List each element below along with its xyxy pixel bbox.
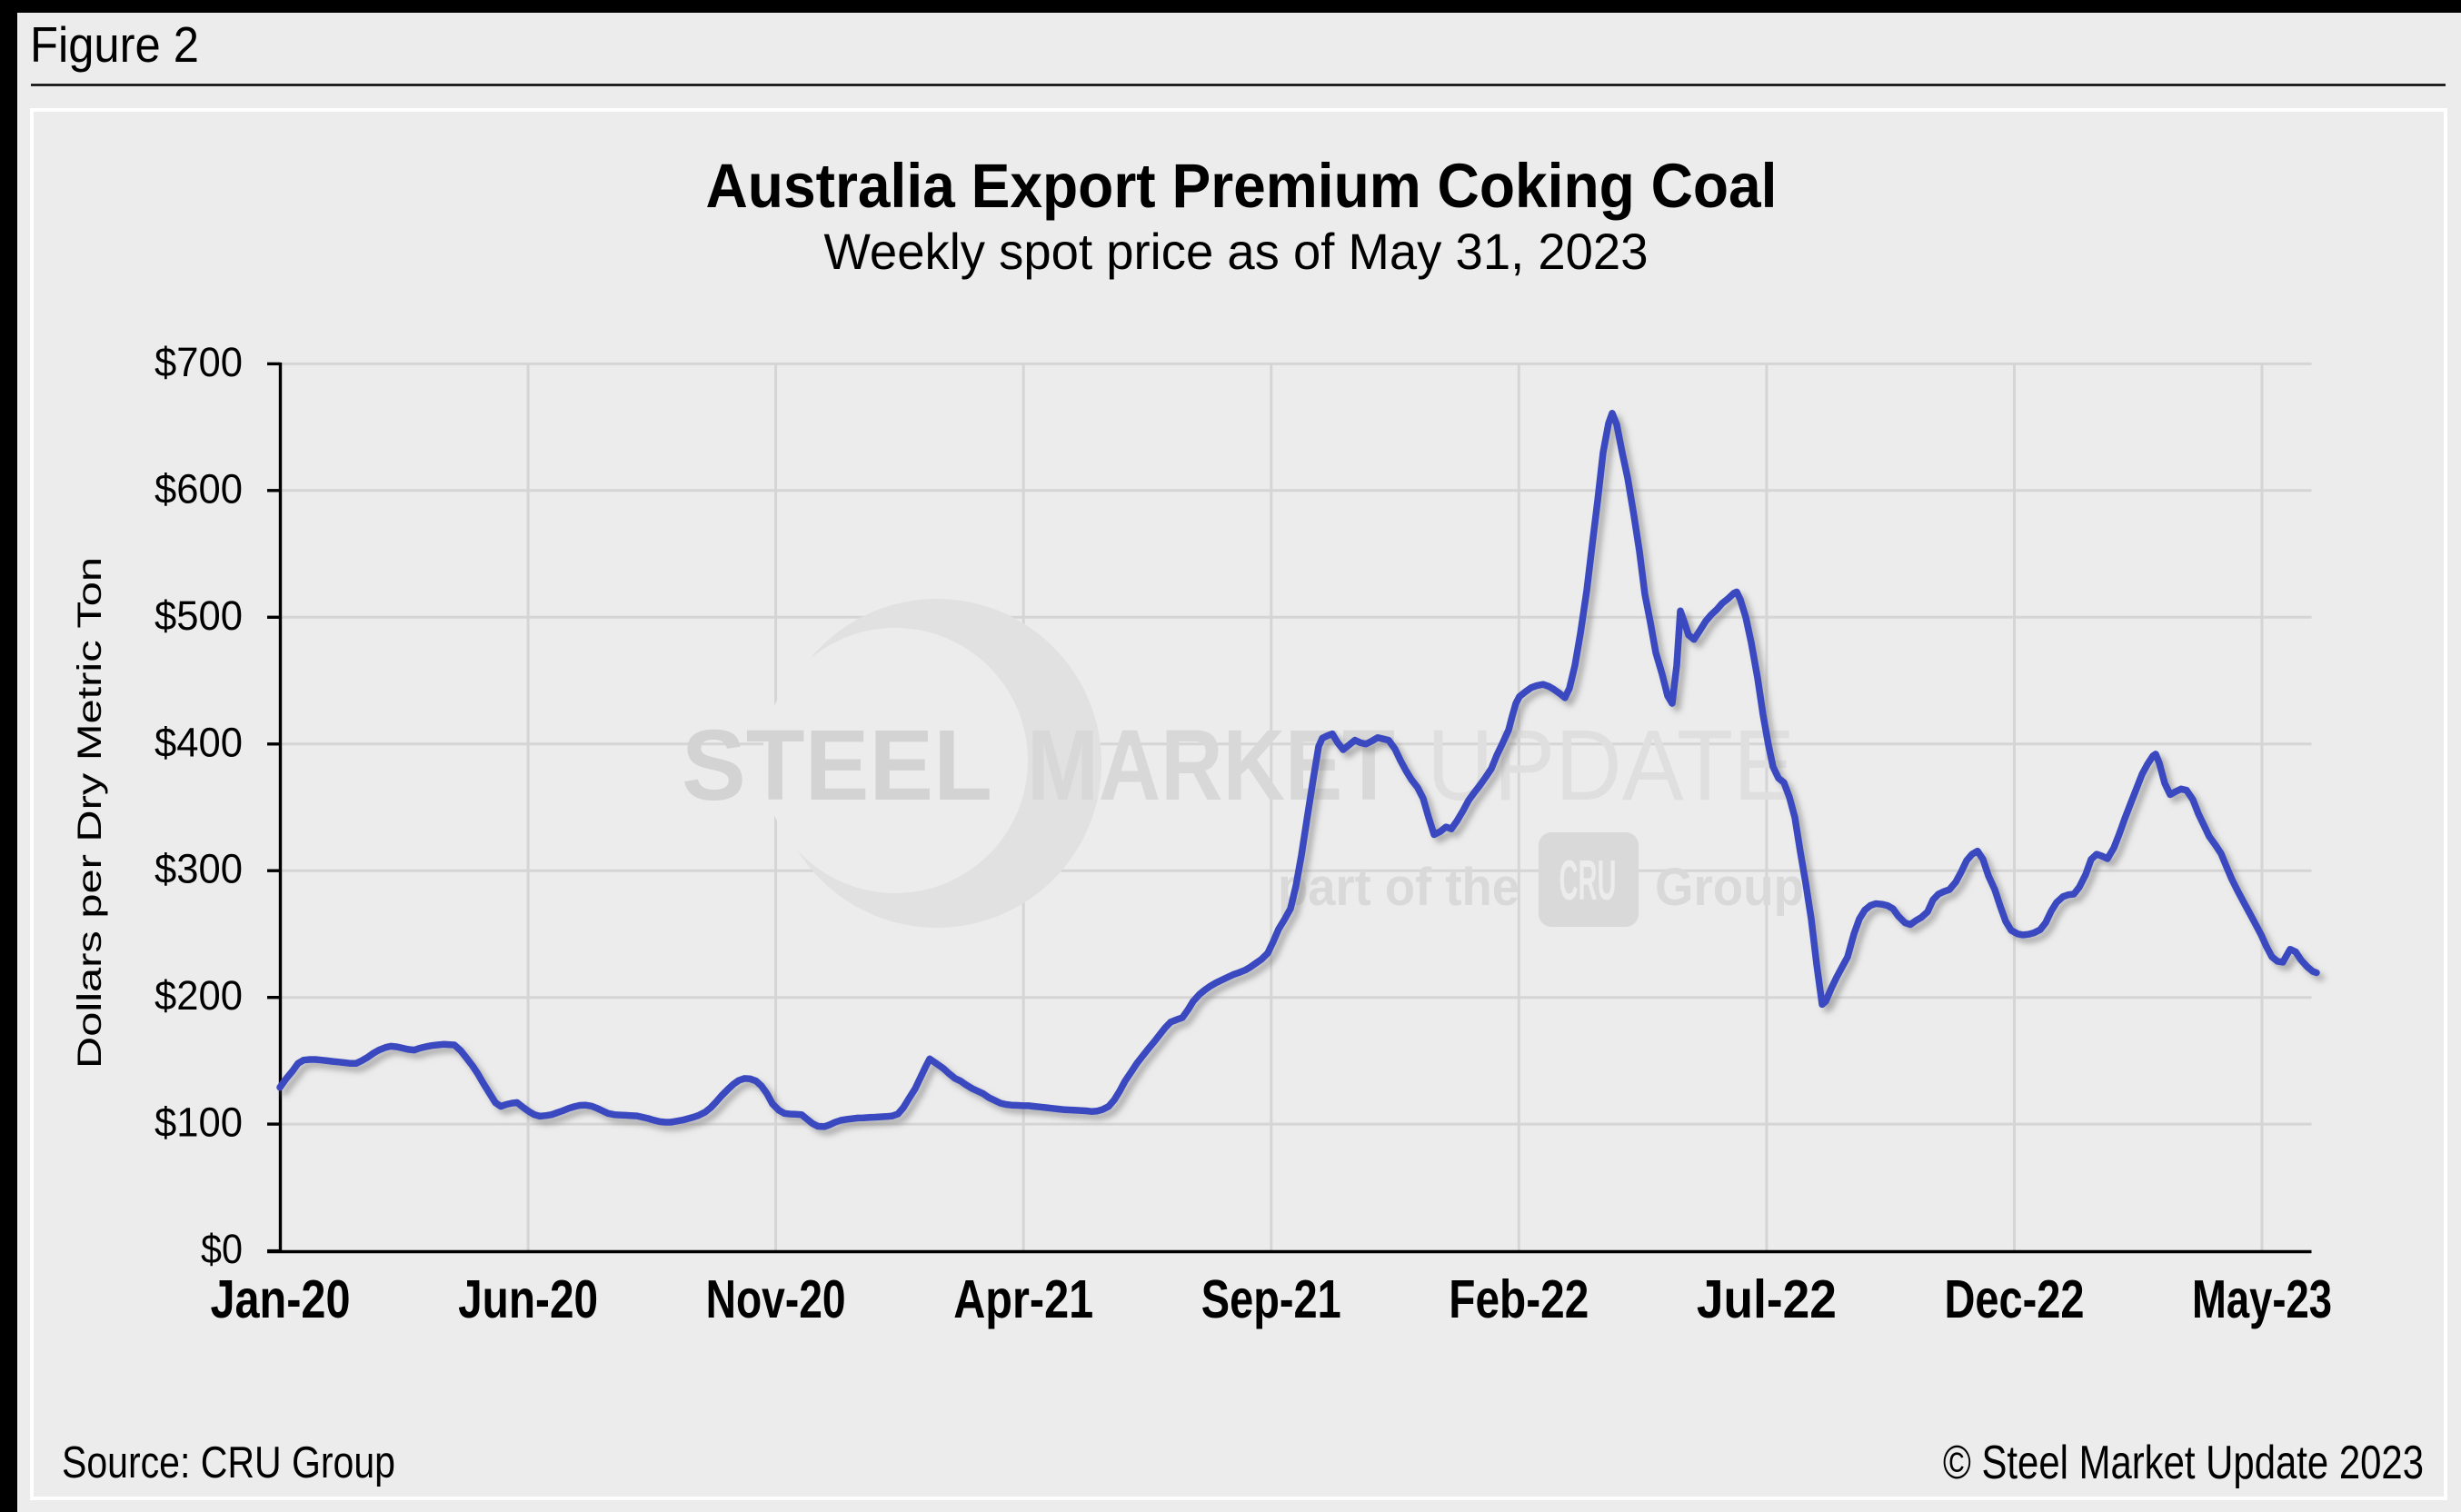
svg-text:Source: CRU Group: Source: CRU Group <box>62 1438 395 1487</box>
svg-text:Dec-22: Dec-22 <box>1945 1269 2085 1329</box>
svg-text:Dollars per Dry Metric Ton: Dollars per Dry Metric Ton <box>71 557 108 1069</box>
svg-text:May-23: May-23 <box>2192 1269 2332 1329</box>
svg-text:$0: $0 <box>201 1226 243 1272</box>
svg-text:UPDATE: UPDATE <box>1427 710 1795 821</box>
svg-text:CRU: CRU <box>1559 850 1617 912</box>
svg-text:Jun-20: Jun-20 <box>458 1269 598 1329</box>
svg-text:Sep-21: Sep-21 <box>1201 1269 1341 1329</box>
svg-text:$300: $300 <box>154 846 243 892</box>
svg-text:$600: $600 <box>154 465 243 512</box>
svg-text:Feb-22: Feb-22 <box>1449 1269 1589 1329</box>
svg-text:$700: $700 <box>154 339 243 385</box>
svg-text:Australia Export Premium Cokin: Australia Export Premium Coking Coal <box>706 151 1778 221</box>
svg-text:© Steel Market Update 2023: © Steel Market Update 2023 <box>1943 1437 2424 1489</box>
svg-text:$400: $400 <box>154 719 243 765</box>
svg-text:Weekly spot price as of May 31: Weekly spot price as of May 31, 2023 <box>824 223 1649 280</box>
svg-text:Figure 2: Figure 2 <box>30 16 199 73</box>
svg-text:MARKET: MARKET <box>1027 710 1395 821</box>
svg-text:$100: $100 <box>154 1099 243 1146</box>
svg-text:Jul-22: Jul-22 <box>1697 1269 1837 1329</box>
svg-text:part of the: part of the <box>1278 858 1519 917</box>
svg-text:Group: Group <box>1655 858 1804 917</box>
svg-text:Nov-20: Nov-20 <box>706 1269 846 1329</box>
svg-text:Apr-21: Apr-21 <box>953 1269 1093 1329</box>
svg-text:STEEL: STEEL <box>682 710 992 821</box>
svg-text:$500: $500 <box>154 592 243 639</box>
svg-text:Jan-20: Jan-20 <box>211 1269 351 1329</box>
svg-text:$200: $200 <box>154 972 243 1019</box>
